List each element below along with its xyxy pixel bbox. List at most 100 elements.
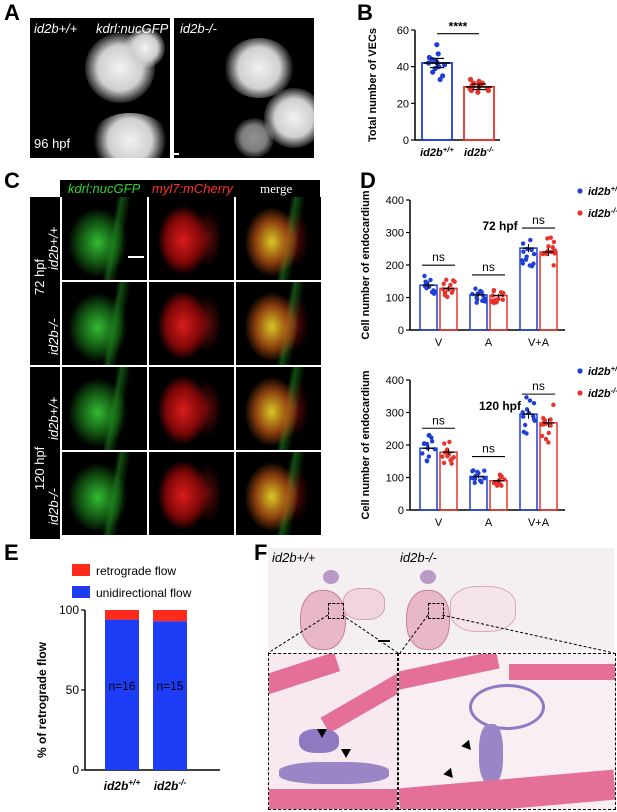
row-label: id2b+/+ xyxy=(46,226,61,270)
chart-title: 72 hpf xyxy=(482,219,518,233)
histology-overview: id2b+/+ id2b-/- xyxy=(268,548,614,650)
data-point xyxy=(426,454,432,459)
data-point xyxy=(481,293,486,298)
micrograph-tile xyxy=(236,452,321,535)
data-point xyxy=(541,416,546,421)
data-point xyxy=(548,235,554,240)
data-point xyxy=(451,455,456,460)
scale-bar xyxy=(174,153,179,155)
data-point xyxy=(490,293,495,298)
header-red-label: myl7:mCherry xyxy=(152,181,233,196)
data-point xyxy=(440,454,445,459)
significance-label: ns xyxy=(432,250,445,264)
data-point xyxy=(470,469,475,474)
time-label-120: 120 hpf xyxy=(32,446,47,490)
micrograph-tile xyxy=(149,452,234,535)
legend-swatch xyxy=(72,586,90,598)
micrograph-tile xyxy=(236,367,321,450)
category-label: id2b+/+ xyxy=(104,777,141,793)
y-tick-label: 400 xyxy=(386,195,404,207)
row-label: id2b+/+ xyxy=(46,396,61,440)
data-point xyxy=(522,422,528,428)
histology-zoom-right xyxy=(398,653,616,810)
bar xyxy=(439,287,458,331)
data-point xyxy=(499,474,504,479)
data-point xyxy=(482,468,487,473)
data-point xyxy=(527,263,533,268)
data-point xyxy=(474,300,479,305)
data-point xyxy=(531,261,536,266)
data-point xyxy=(474,297,480,302)
bar xyxy=(421,62,453,141)
data-point xyxy=(470,291,475,297)
row-label: id2b-/- xyxy=(46,318,61,355)
micrograph-tile xyxy=(62,197,147,280)
header-green-label: kdrl:nucGFP xyxy=(68,181,141,196)
y-tick-label: 0 xyxy=(398,505,404,517)
y-tick-label: 60 xyxy=(397,25,409,37)
data-point xyxy=(429,439,435,444)
bar xyxy=(519,413,538,511)
micrograph-tile xyxy=(236,197,321,280)
legend-marker xyxy=(577,368,583,374)
data-point xyxy=(475,89,481,95)
y-axis-label: Cell number of endocardium xyxy=(360,370,372,519)
data-point xyxy=(499,483,504,488)
significance-label: ns xyxy=(532,379,545,393)
y-axis-label: % of retrograde flow xyxy=(35,641,49,758)
data-point xyxy=(472,476,478,482)
y-tick-label: 50 xyxy=(66,683,80,697)
panel-letter-b: B xyxy=(357,0,373,25)
micrograph-tile xyxy=(149,197,234,280)
genotype-label: id2b-/- xyxy=(400,550,437,565)
legend-label: retrograde flow xyxy=(96,564,176,578)
data-point xyxy=(426,433,431,438)
data-point xyxy=(500,297,505,302)
y-axis-label: Cell number of endocardium xyxy=(360,190,372,339)
y-tick-label: 40 xyxy=(397,62,409,74)
micrograph-a-right: id2b-/- xyxy=(174,18,314,158)
y-tick-label: 200 xyxy=(386,440,404,452)
data-point xyxy=(546,430,551,436)
sample-size-label: n=15 xyxy=(156,679,183,693)
panel-letter-f: F xyxy=(254,540,268,565)
legend-label: unidirectional flow xyxy=(96,586,192,600)
data-point xyxy=(520,241,526,246)
data-point xyxy=(445,294,450,300)
scale-bar xyxy=(378,640,390,642)
y-tick-label: 300 xyxy=(386,408,404,420)
data-point xyxy=(539,433,545,439)
micrograph-tile xyxy=(62,367,147,450)
data-point xyxy=(546,244,551,249)
panel-letter-e: E xyxy=(4,540,19,565)
data-point xyxy=(430,69,436,75)
data-point xyxy=(477,478,483,483)
data-point xyxy=(450,278,456,283)
data-point xyxy=(444,277,449,283)
chart-title: 120 hpf xyxy=(479,399,522,413)
time-label-72: 72 hpf xyxy=(32,258,47,295)
data-point xyxy=(532,418,537,423)
category-label: id2b-/- xyxy=(464,145,494,160)
panel-letter-d: D xyxy=(360,168,376,193)
data-point xyxy=(437,76,443,83)
panel-letter-a: A xyxy=(4,0,20,25)
genotype-label: id2b+/+ xyxy=(272,550,316,565)
category-label: V+A xyxy=(528,517,550,529)
data-point xyxy=(434,42,440,48)
data-point xyxy=(480,298,485,304)
chart-d-top: 0 100 200 300 400 Cell number of endocardium 7… xyxy=(360,184,617,350)
y-tick-label: 300 xyxy=(386,228,404,240)
bar xyxy=(463,85,495,141)
panel-c-side-120 xyxy=(30,367,60,539)
y-tick-label: 100 xyxy=(386,473,404,485)
significance-label: ns xyxy=(432,413,445,427)
data-point xyxy=(490,299,495,305)
category-label: V xyxy=(435,517,443,529)
y-tick-label: 0 xyxy=(72,763,79,777)
micrograph-tile xyxy=(62,282,147,365)
chart-e: 0 50 100 % of retrograde flow n=16 id2b+/+ n=1… xyxy=(35,564,220,793)
data-point xyxy=(550,245,555,250)
header-merge-label: merge xyxy=(260,181,293,196)
data-point xyxy=(494,483,500,488)
